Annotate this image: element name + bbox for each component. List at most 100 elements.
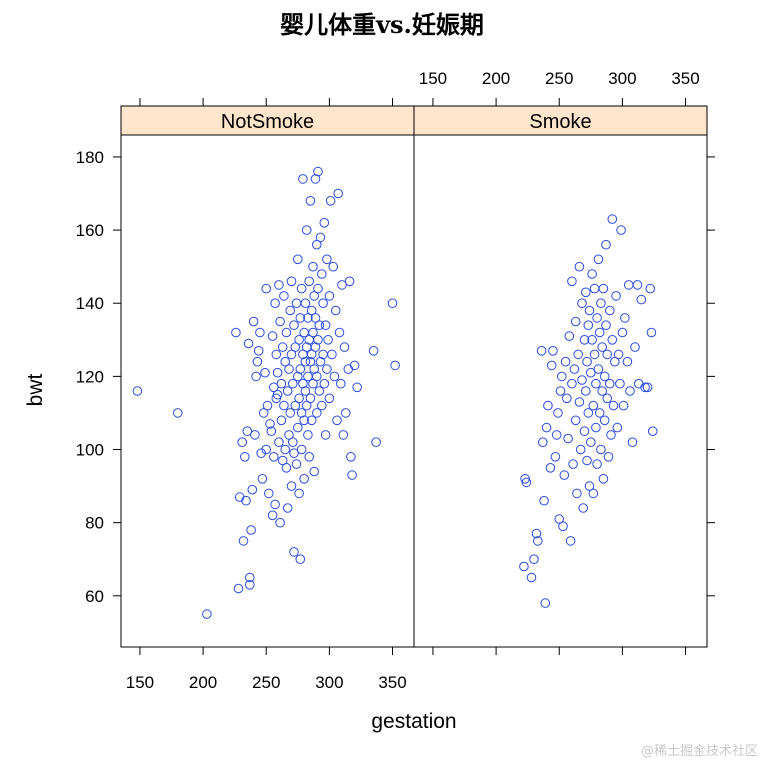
panel-smoke: Smoke [413, 105, 708, 648]
data-point [293, 371, 303, 382]
data-point [310, 174, 321, 184]
data-point [313, 166, 323, 177]
data-point [281, 463, 292, 473]
data-point [275, 517, 285, 528]
data-point [538, 437, 548, 448]
data-point [390, 360, 400, 371]
data-point [308, 327, 318, 338]
data-point [589, 349, 600, 360]
data-point [315, 356, 326, 367]
data-point [588, 488, 599, 499]
data-point [240, 452, 250, 462]
data-point [296, 444, 307, 455]
data-point [291, 298, 302, 309]
data-point [308, 378, 318, 389]
data-point [310, 313, 321, 323]
data-point [602, 349, 613, 360]
data-point [299, 474, 309, 484]
data-point [584, 305, 595, 316]
data-point [265, 419, 275, 429]
data-point [267, 331, 278, 341]
data-point [318, 298, 328, 309]
data-point [587, 335, 597, 345]
data-point [592, 459, 602, 469]
y-tick-label: 180 [76, 148, 104, 167]
data-point [617, 327, 628, 338]
data-point [640, 382, 650, 393]
data-point [295, 554, 306, 565]
data-point [289, 448, 299, 459]
data-point [324, 291, 335, 301]
data-point [606, 430, 616, 440]
data-point [303, 313, 313, 323]
data-point [303, 430, 313, 440]
data-point [314, 320, 325, 331]
data-point [647, 426, 658, 437]
data-point [277, 342, 288, 352]
data-point [270, 499, 280, 510]
data-point [529, 554, 539, 565]
data-point [329, 371, 340, 382]
data-point [246, 525, 256, 535]
data-point [540, 598, 551, 608]
data-point [570, 316, 581, 327]
y-tick-label: 60 [85, 587, 104, 606]
data-point [318, 349, 328, 360]
data-point [285, 408, 296, 418]
data-point [559, 470, 570, 480]
data-point [132, 386, 143, 396]
watermark: @稀土掘金技术社区 [641, 743, 758, 759]
data-point [564, 331, 575, 341]
data-point [258, 408, 269, 418]
data-point [272, 389, 283, 400]
data-point [575, 444, 586, 455]
data-point [333, 188, 344, 199]
data-point [296, 408, 307, 418]
data-point [237, 437, 247, 448]
data-point [589, 283, 600, 294]
data-point [627, 437, 638, 448]
data-point [315, 232, 326, 243]
data-point [645, 283, 656, 294]
data-point [632, 280, 643, 290]
data-point [591, 422, 601, 433]
data-point [267, 510, 278, 521]
data-point [612, 422, 623, 433]
data-point [289, 320, 299, 331]
data-point [521, 477, 532, 488]
data-point [270, 298, 280, 309]
data-point [306, 349, 317, 360]
points-notsmoke [132, 166, 400, 619]
data-point [581, 287, 591, 298]
data-point [251, 371, 261, 382]
data-point [332, 415, 342, 426]
y-tick-label: 160 [76, 221, 104, 240]
data-point [245, 580, 255, 590]
data-point [605, 305, 615, 316]
data-point [282, 386, 293, 396]
data-point [642, 382, 653, 393]
data-point [611, 291, 621, 301]
data-point [573, 349, 584, 360]
data-point [339, 342, 350, 352]
data-point [550, 452, 561, 462]
data-point [543, 400, 553, 411]
panel-frame [120, 134, 415, 648]
data-point [592, 313, 602, 323]
data-point [387, 298, 398, 309]
data-point [622, 356, 633, 367]
data-point [260, 367, 270, 378]
data-point [548, 346, 558, 356]
y-tick-label: 140 [76, 294, 104, 313]
data-point [288, 378, 298, 389]
data-point [294, 335, 304, 345]
data-point [305, 196, 316, 206]
data-point [533, 536, 543, 546]
data-point [322, 254, 332, 265]
data-point [546, 360, 557, 371]
axes: 150 200 250 300 350 150 200 250 300 350 60 80 100 120… [76, 69, 715, 692]
data-point [567, 276, 577, 287]
data-point [312, 371, 322, 382]
data-point [313, 283, 323, 294]
data-point [620, 313, 630, 323]
